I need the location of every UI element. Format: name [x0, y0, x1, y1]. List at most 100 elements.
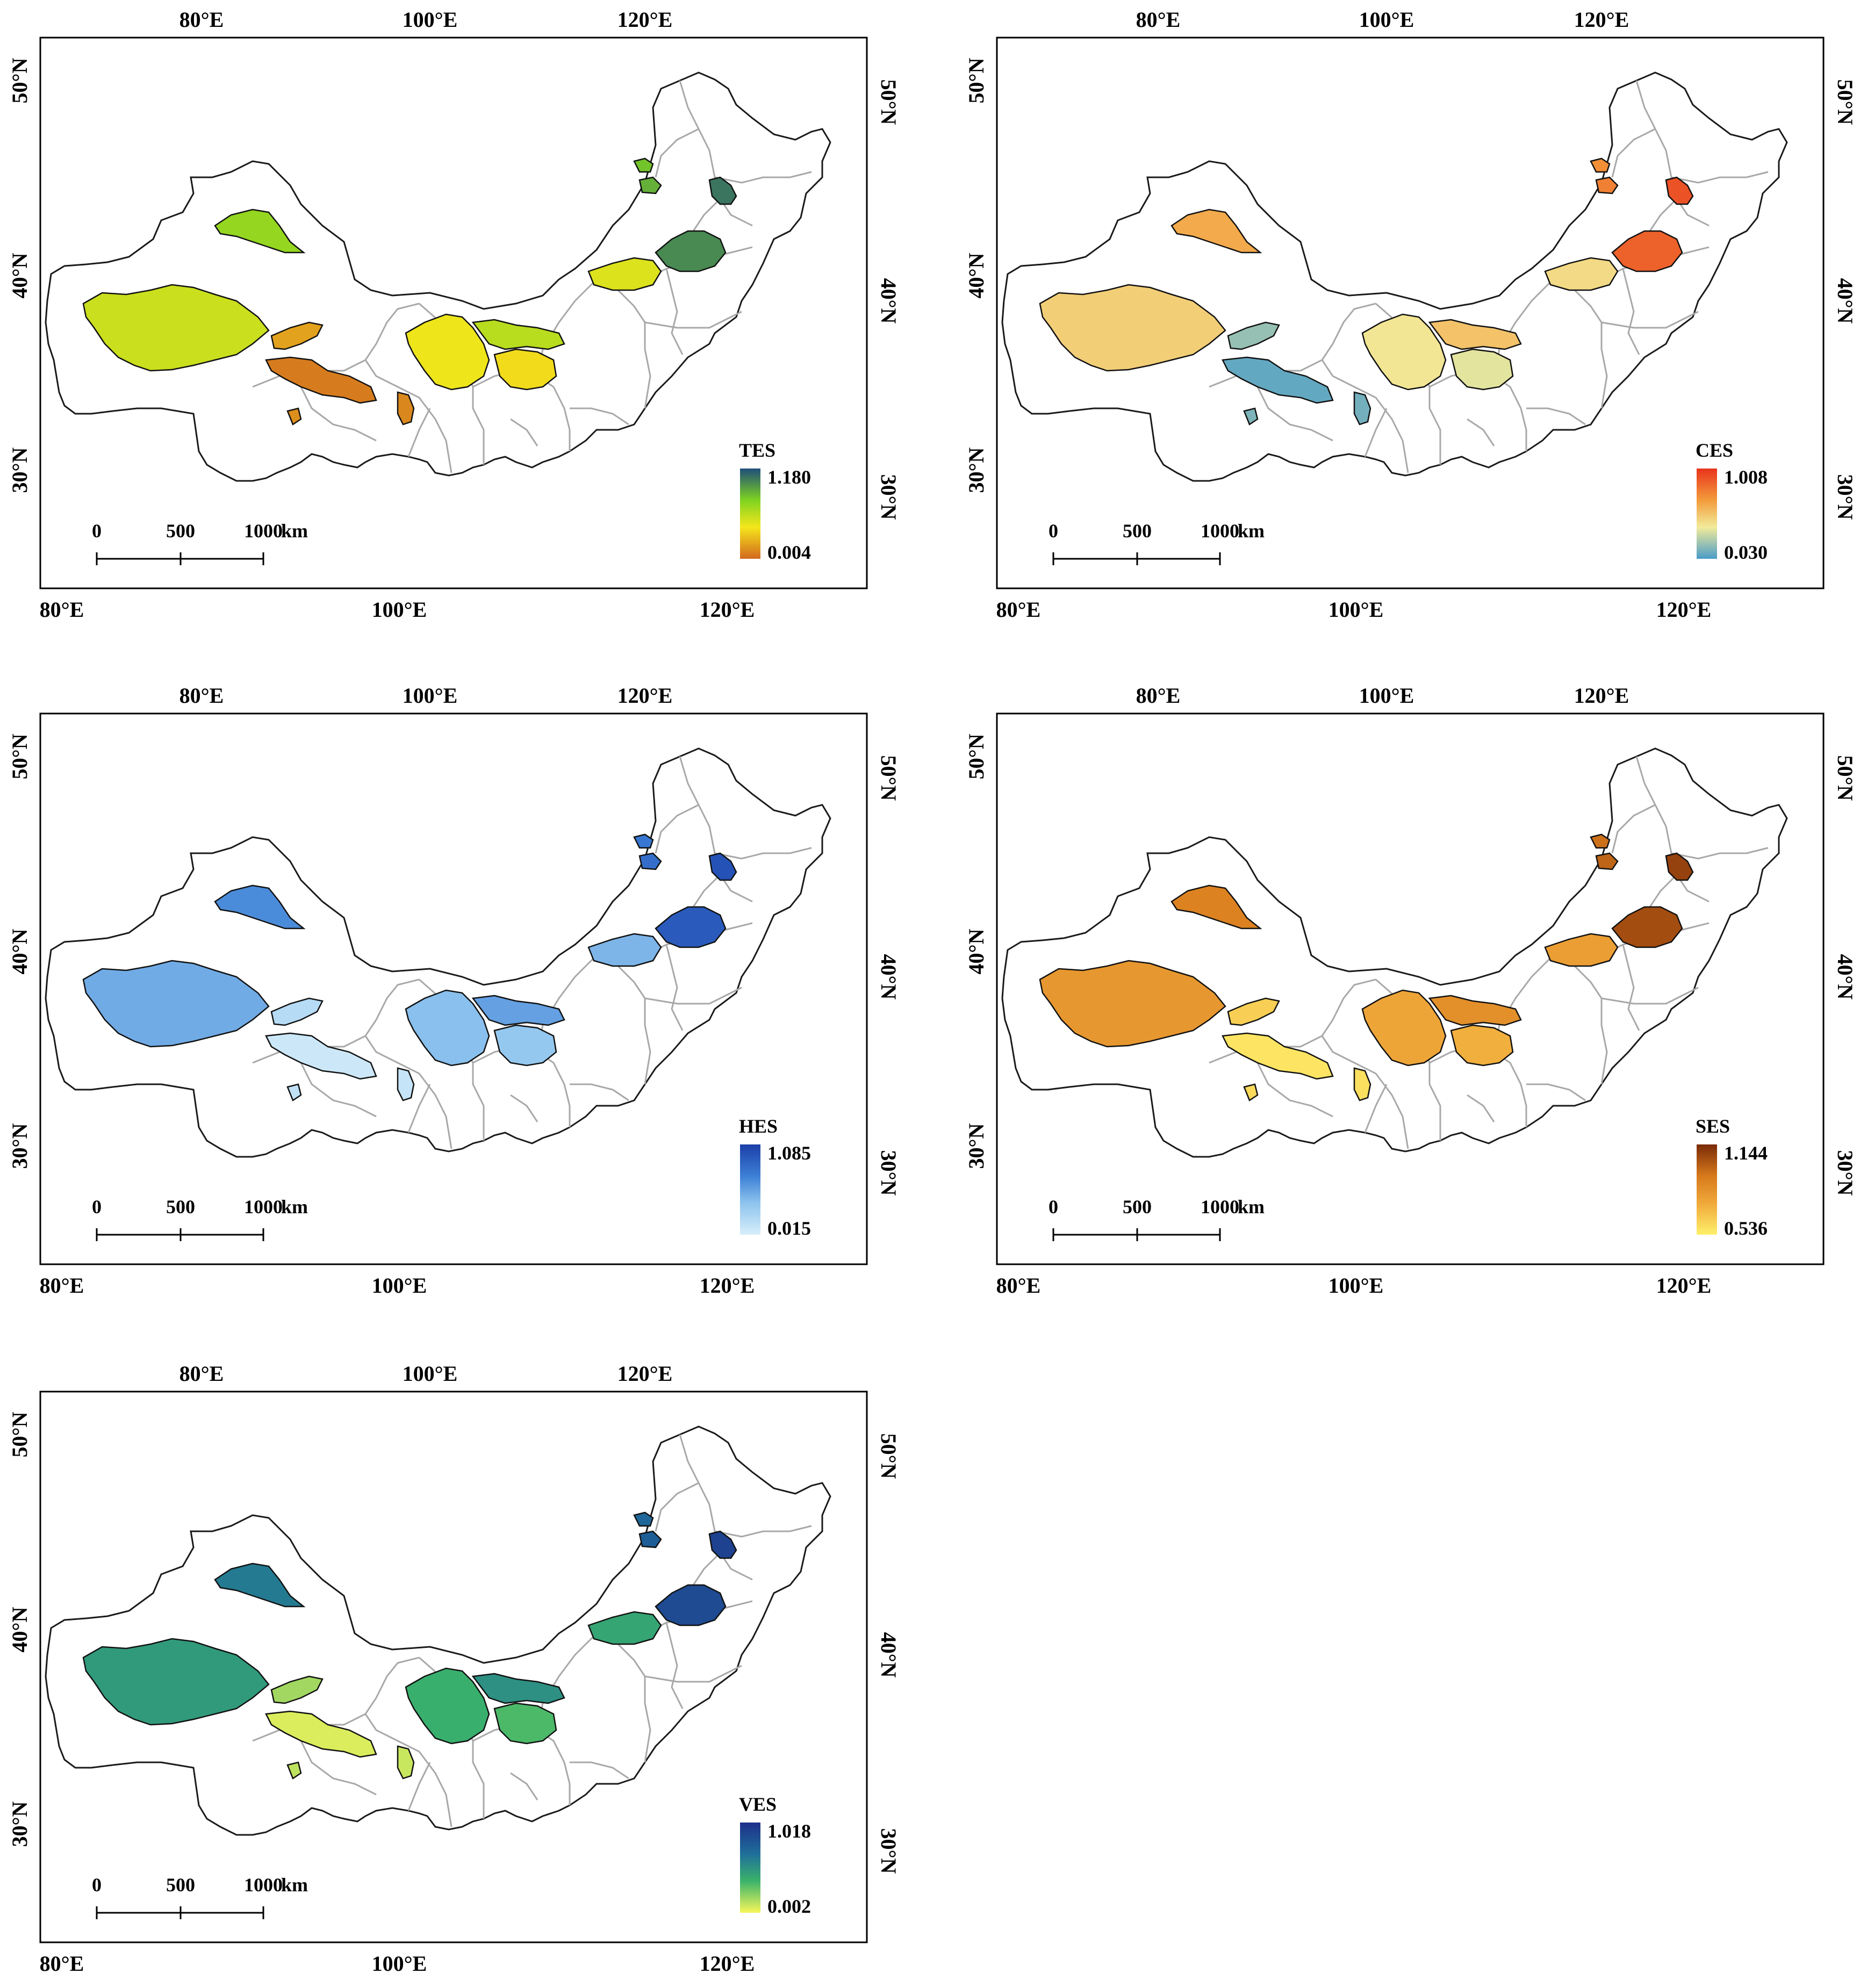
color-legend: SES 1.144 0.536	[1696, 1115, 1768, 1239]
data-patch	[214, 1562, 306, 1608]
color-legend: HES 1.085 0.015	[739, 1115, 811, 1239]
data-patch	[397, 391, 415, 426]
data-patch	[1595, 852, 1619, 870]
data-patch	[1222, 1032, 1334, 1080]
bottom-lon-label: 120°E	[1656, 597, 1712, 622]
data-patch	[633, 157, 654, 173]
left-lat-label: 30°N	[8, 1123, 32, 1169]
data-patch	[638, 176, 662, 195]
data-patch	[1544, 933, 1619, 967]
country-outline	[45, 71, 831, 482]
data-patch	[405, 1667, 490, 1745]
data-patch	[286, 407, 302, 426]
left-lat-label: 40°N	[8, 253, 32, 298]
legend-title: VES	[739, 1793, 777, 1815]
map-panel-ses: 80°E 100°E 120°E 80°E 100°E 120°E 50°N 4…	[957, 676, 1857, 1310]
left-lat-label: 40°N	[964, 928, 988, 974]
bottom-lon-label: 120°E	[700, 1273, 755, 1298]
data-patch	[1665, 852, 1694, 881]
data-patch	[1039, 284, 1226, 372]
data-patch	[286, 1761, 302, 1780]
bottom-lon-label: 100°E	[1328, 597, 1384, 622]
scale-unit: km	[1238, 520, 1265, 542]
bottom-lon-label: 100°E	[372, 597, 427, 622]
legend-colorbar	[740, 1144, 760, 1235]
legend-colorbar	[1697, 1144, 1717, 1235]
data-patch	[638, 1530, 662, 1548]
data-patch	[493, 1702, 557, 1745]
data-patch	[1039, 960, 1226, 1048]
country-outline	[45, 1425, 831, 1836]
bottom-lon-label: 120°E	[1656, 1273, 1712, 1298]
right-lat-label: 40°N	[1833, 954, 1857, 1000]
country-outline	[45, 747, 831, 1158]
right-lat-label: 40°N	[877, 1632, 901, 1678]
left-lat-label: 40°N	[8, 928, 32, 974]
data-patch	[286, 1083, 302, 1101]
top-lon-label: 120°E	[1574, 8, 1629, 32]
data-patch	[471, 319, 565, 350]
data-patch	[82, 284, 270, 372]
data-patch	[708, 852, 737, 881]
data-patch	[1595, 176, 1619, 195]
data-patch	[1361, 313, 1447, 391]
data-patch	[471, 1673, 565, 1704]
data-patches	[82, 833, 737, 1101]
map-svg: 80°E 100°E 120°E 80°E 100°E 120°E 50°N 4…	[964, 8, 1857, 622]
legend-max-value: 1.180	[767, 466, 811, 488]
data-patch	[1590, 157, 1611, 173]
scale-label-1000: 1000	[1201, 520, 1239, 542]
data-patch	[655, 906, 727, 948]
top-lon-label: 80°E	[179, 683, 224, 708]
country-outline	[1001, 747, 1788, 1158]
left-lat-label: 30°N	[964, 447, 988, 493]
map-panel-tes: 80°E 100°E 120°E 80°E 100°E 120°E 50°N 4…	[0, 0, 901, 634]
data-patch	[1544, 257, 1619, 291]
scale-label-1000: 1000	[244, 520, 283, 542]
data-patch	[1170, 208, 1262, 254]
data-patch	[1361, 989, 1447, 1067]
right-lat-label: 30°N	[1833, 1150, 1857, 1196]
legend-min-value: 0.002	[767, 1896, 811, 1917]
data-patch	[587, 933, 662, 967]
scale-label-500: 500	[1123, 1196, 1152, 1218]
right-lat-label: 50°N	[877, 755, 901, 801]
right-lat-label: 30°N	[877, 474, 901, 520]
top-lon-label: 120°E	[1574, 683, 1629, 708]
legend-min-value: 0.536	[1724, 1218, 1768, 1239]
left-lat-label: 30°N	[8, 447, 32, 493]
data-patch	[1227, 997, 1280, 1026]
legend-min-value: 0.030	[1724, 542, 1768, 563]
scale-label-1000: 1000	[1201, 1196, 1239, 1218]
bottom-lon-label: 80°E	[40, 1951, 84, 1976]
data-patch	[1450, 348, 1514, 391]
scale-label-500: 500	[166, 1874, 195, 1896]
data-patch	[1450, 1024, 1514, 1067]
scale-label-0: 0	[92, 1196, 102, 1218]
scale-bar: 0 500 1000 km	[92, 520, 308, 565]
data-patch	[655, 230, 727, 272]
left-lat-label: 30°N	[964, 1123, 988, 1169]
data-patch	[1243, 407, 1259, 426]
right-lat-label: 30°N	[877, 1828, 901, 1874]
scale-bar: 0 500 1000 km	[1049, 520, 1265, 565]
color-legend: CES 1.008 0.030	[1696, 440, 1768, 563]
color-legend: VES 1.018 0.002	[739, 1793, 811, 1917]
top-lon-label: 120°E	[617, 1362, 673, 1386]
data-patch	[405, 989, 490, 1067]
legend-colorbar	[1697, 469, 1717, 559]
scale-label-500: 500	[166, 1196, 195, 1218]
data-patch	[82, 1638, 270, 1726]
data-patch	[1353, 1067, 1371, 1101]
legend-max-value: 1.085	[767, 1142, 811, 1164]
right-lat-label: 50°N	[877, 1434, 901, 1479]
data-patch	[1428, 995, 1522, 1026]
left-lat-label: 50°N	[8, 1411, 32, 1457]
scale-label-0: 0	[92, 520, 102, 542]
left-lat-label: 40°N	[8, 1607, 32, 1652]
right-lat-label: 40°N	[877, 278, 901, 324]
map-svg: 80°E 100°E 120°E 80°E 100°E 120°E 50°N 4…	[964, 683, 1857, 1298]
left-lat-label: 50°N	[964, 733, 988, 779]
scale-label-0: 0	[1049, 520, 1058, 542]
top-lon-label: 100°E	[1359, 683, 1414, 708]
